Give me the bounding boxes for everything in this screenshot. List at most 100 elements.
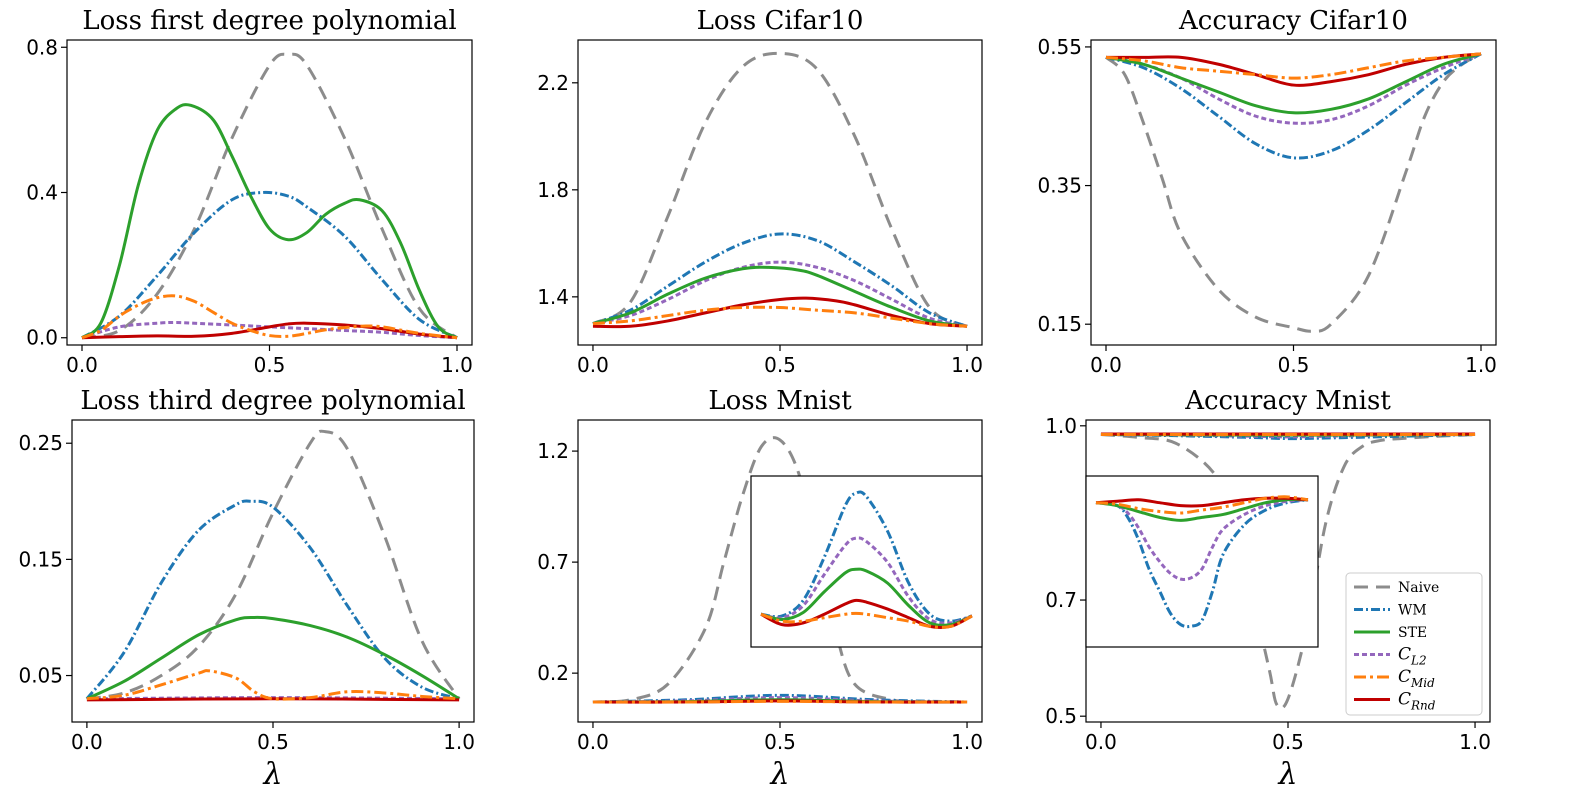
legend-label-naive: Naive — [1398, 580, 1439, 596]
inset-line-wm — [760, 490, 973, 623]
chart-panel-5: Loss Mnist 0.0 0.5 1.0 0.2 0.7 1.2 λ — [537, 386, 983, 792]
series-group — [1104, 52, 1482, 333]
y-tick-label: 1.8 — [537, 178, 569, 202]
y-tick-label: 0.15 — [1037, 312, 1082, 336]
x-tick-label: 0.5 — [1278, 353, 1310, 377]
series-group — [81, 52, 458, 340]
series-line-ste — [81, 103, 458, 340]
inset-line-mid — [760, 611, 973, 629]
x-tick-label: 0.0 — [71, 730, 103, 754]
y-tick-label: 0.25 — [18, 431, 63, 455]
series-line-mid — [592, 305, 968, 328]
x-tick-label: 0.0 — [1085, 730, 1117, 754]
series-line-wm — [81, 190, 458, 340]
series-line-wm — [1105, 52, 1482, 160]
x-axis-label: λ — [262, 757, 282, 792]
legend-label-l2: CL2 — [1398, 645, 1427, 668]
legend-label-rnd: CRnd — [1398, 690, 1436, 713]
y-tick-label: 0.8 — [26, 35, 58, 59]
series-line-mid — [592, 699, 968, 704]
inset-line-l2 — [760, 536, 973, 625]
series-line-naive — [592, 436, 968, 704]
legend-label-ste: STE — [1398, 625, 1427, 641]
x-axis-label: λ — [1277, 757, 1297, 792]
inset-accuracy-mnist — [1085, 475, 1319, 648]
x-tick-label: 1.0 — [951, 730, 983, 754]
chart-panel-6: Accuracy Mnist 0.0 0.5 1.0 0.5 0.7 1.0 λ — [1045, 386, 1491, 792]
x-tick-label: 1.0 — [951, 353, 983, 377]
series-line-l2 — [592, 260, 968, 328]
series-line-naive — [81, 52, 458, 340]
x-tick-label: 0.5 — [1272, 730, 1304, 754]
series-line-mid — [86, 669, 460, 701]
series-line-l2 — [81, 320, 458, 340]
series-line-rnd — [86, 697, 460, 702]
x-tick-label: 1.0 — [1465, 353, 1497, 377]
series-line-wm — [592, 232, 968, 328]
series-line-l2 — [592, 696, 968, 704]
inset-line-wm — [1095, 498, 1309, 629]
series-line-mid — [1105, 52, 1482, 80]
series-group — [1100, 432, 1476, 710]
y-tick-label: 2.2 — [537, 71, 569, 95]
chart-title: Loss Cifar10 — [697, 6, 864, 36]
y-tick-label: 1.0 — [1045, 414, 1077, 438]
inset-loss-mnist — [750, 475, 983, 648]
x-tick-label: 0.5 — [254, 353, 286, 377]
series-group — [592, 51, 968, 329]
y-tick-label: 0.4 — [26, 181, 58, 205]
x-tick-label: 0.5 — [257, 730, 289, 754]
chart-title: Loss first degree polynomial — [82, 6, 456, 36]
chart-panel-2: Loss Cifar10 0.0 0.5 1.0 1.4 1.8 2.2 — [537, 6, 983, 377]
series-line-ste — [86, 615, 460, 701]
y-tick-label: 0.0 — [26, 326, 58, 350]
y-tick-label: 1.4 — [537, 285, 569, 309]
series-line-ste — [592, 265, 968, 328]
chart-panel-1: Loss first degree polynomial 0.0 0.5 1.0 0.0… — [26, 6, 473, 377]
legend-label-wm: WM — [1398, 603, 1427, 619]
series-group — [85, 429, 461, 702]
series-line-naive — [1100, 433, 1476, 710]
series-line-naive — [86, 429, 461, 701]
y-tick-label: 1.2 — [537, 439, 569, 463]
x-tick-label: 0.0 — [577, 353, 609, 377]
series-line-rnd — [81, 321, 458, 340]
x-tick-label: 0.0 — [1090, 353, 1122, 377]
series-line-ste — [1105, 52, 1482, 115]
chart-title: Loss third degree polynomial — [80, 386, 465, 416]
inset-line-rnd — [760, 598, 973, 630]
inset-line-mid — [1095, 495, 1309, 515]
y-tick-label: 0.15 — [18, 547, 63, 571]
y-tick-label: 0.05 — [18, 664, 63, 688]
x-tick-label: 1.0 — [443, 730, 475, 754]
chart-panel-4: Loss third degree polynomial 0.0 0.5 1.0 0.0… — [18, 386, 475, 792]
y-tick-label: 0.55 — [1037, 35, 1082, 59]
y-tick-label: 0.5 — [1045, 704, 1077, 728]
inset-line-ste — [1095, 498, 1309, 522]
chart-title: Accuracy Cifar10 — [1178, 6, 1408, 36]
y-tick-label: 0.2 — [537, 661, 569, 685]
y-tick-label: 0.35 — [1037, 174, 1082, 198]
y-tick-label: 0.7 — [1045, 588, 1077, 612]
x-tick-label: 0.0 — [577, 730, 609, 754]
x-tick-label: 0.0 — [66, 353, 98, 377]
x-axis-label: λ — [769, 757, 789, 792]
inset-line-ste — [760, 567, 973, 627]
series-line-naive — [1104, 52, 1482, 333]
legend-label-mid: CMid — [1398, 667, 1435, 690]
series-line-wm — [85, 499, 460, 701]
x-tick-label: 1.0 — [441, 353, 473, 377]
x-tick-label: 1.0 — [1459, 730, 1491, 754]
y-tick-label: 0.7 — [537, 550, 569, 574]
series-line-rnd — [1106, 52, 1482, 87]
series-group — [592, 436, 968, 704]
series-line-naive — [592, 51, 968, 328]
chart-panel-3: Accuracy Cifar10 0.0 0.5 1.0 0.15 0.35 0.55 — [1037, 6, 1496, 377]
chart-title: Accuracy Mnist — [1184, 386, 1391, 416]
series-line-rnd — [592, 296, 968, 329]
inset-line-l2 — [1095, 498, 1309, 581]
chart-title: Loss Mnist — [708, 386, 852, 416]
x-tick-label: 0.5 — [764, 730, 796, 754]
